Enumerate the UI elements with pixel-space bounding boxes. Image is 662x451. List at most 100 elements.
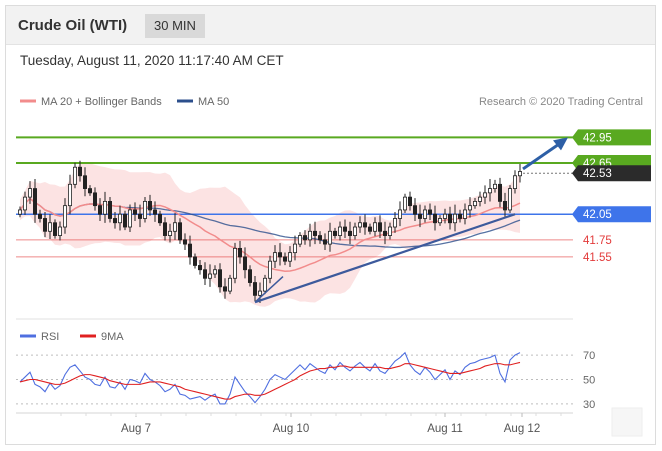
candle: [63, 198, 68, 234]
candle-body: [362, 222, 367, 228]
candle: [38, 209, 43, 223]
resistance-label-text: 42.95: [583, 132, 612, 144]
candle: [392, 211, 397, 233]
candle-body: [337, 226, 342, 236]
candle-body: [48, 222, 53, 232]
candle: [17, 206, 22, 218]
rsi-tick-label: 50: [583, 375, 595, 387]
candle-body: [317, 235, 322, 241]
candle-body: [492, 183, 497, 189]
candle: [252, 276, 257, 302]
candle-body: [202, 269, 207, 279]
candle-body: [417, 213, 422, 219]
candle: [422, 205, 427, 223]
ma20-legend-label: MA 20 + Bollinger Bands: [41, 96, 162, 108]
candle: [367, 223, 372, 235]
chart-title: Crude Oil (WTI): [18, 17, 128, 34]
candle: [73, 162, 78, 189]
candle: [113, 211, 118, 229]
candle: [152, 201, 157, 222]
candle-body: [93, 192, 98, 207]
trend-start-segment: [254, 276, 284, 303]
candle-body: [407, 196, 412, 207]
candle: [137, 204, 142, 228]
candle-body: [402, 196, 407, 211]
candle: [487, 179, 492, 202]
support-label: 41.75: [583, 235, 612, 247]
rsi-tick-label: 30: [583, 399, 595, 411]
candle-body: [487, 188, 492, 194]
rsi-panel: 30 50 70: [16, 350, 595, 411]
candle-body: [347, 230, 352, 236]
candle: [227, 274, 232, 295]
candle: [302, 230, 307, 245]
candle-body: [277, 252, 282, 258]
candle: [68, 174, 73, 215]
expand-button[interactable]: [611, 407, 643, 437]
candle-body: [132, 209, 137, 215]
candle: [518, 163, 523, 183]
bollinger-band: [20, 163, 520, 307]
candle-body: [152, 209, 157, 215]
candle-body: [33, 188, 38, 215]
candle-body: [27, 188, 32, 198]
candle: [192, 253, 197, 269]
candle-body: [103, 200, 108, 215]
support-label: 41.55: [583, 252, 612, 264]
x-tick-label: Aug 12: [504, 423, 540, 435]
candle-body: [38, 213, 43, 219]
candle: [43, 211, 48, 238]
timeframe-button[interactable]: 30 MIN: [145, 14, 205, 38]
x-axis: Aug 7 Aug 10 Aug 11 Aug 12: [60, 413, 562, 435]
candle-body: [43, 218, 48, 232]
candle: [187, 235, 192, 265]
pivot-label: 42.05: [572, 206, 651, 223]
candle: [267, 255, 272, 284]
candle: [172, 213, 177, 240]
candle-body: [452, 213, 457, 224]
candle-body: [118, 213, 123, 224]
candle-body: [387, 226, 392, 236]
candle: [247, 265, 252, 287]
candle: [352, 222, 357, 240]
candle: [118, 205, 123, 231]
candle: [397, 201, 402, 227]
candle: [472, 197, 477, 209]
candle-body: [477, 196, 482, 202]
candle-body: [332, 230, 337, 236]
candle: [33, 179, 38, 223]
candle: [22, 191, 27, 215]
chart-header: Crude Oil (WTI) 30 MIN: [6, 6, 655, 45]
candle: [162, 217, 167, 241]
candle: [462, 203, 467, 225]
rsi-ma-legend-label: 9MA: [101, 331, 124, 343]
candle-body: [292, 243, 297, 254]
candle-body: [367, 226, 372, 232]
candle-body: [467, 205, 472, 211]
candle-body: [162, 222, 167, 236]
candle-body: [322, 239, 327, 245]
candle-body: [142, 200, 147, 219]
pivot-label-text: 42.05: [583, 209, 612, 221]
candle: [88, 185, 93, 196]
candle-body: [157, 213, 162, 224]
timestamp: Tuesday, August 11, 2020 11:17:40 AM CET: [20, 53, 284, 68]
candle: [322, 233, 327, 250]
candle: [457, 209, 462, 223]
candle-body: [177, 222, 182, 241]
candle-body: [262, 277, 267, 292]
candle-body: [137, 213, 142, 219]
candle-body: [447, 213, 452, 224]
candle: [197, 259, 202, 275]
candle: [292, 235, 297, 261]
candle-body: [217, 269, 222, 288]
candle-body: [227, 277, 232, 292]
candle-body: [257, 290, 262, 296]
candle: [103, 191, 108, 223]
candle-body: [372, 222, 377, 232]
candle: [497, 177, 502, 208]
last-price-label: 42.53: [572, 165, 651, 182]
candle: [332, 227, 337, 239]
candle-body: [187, 243, 192, 258]
